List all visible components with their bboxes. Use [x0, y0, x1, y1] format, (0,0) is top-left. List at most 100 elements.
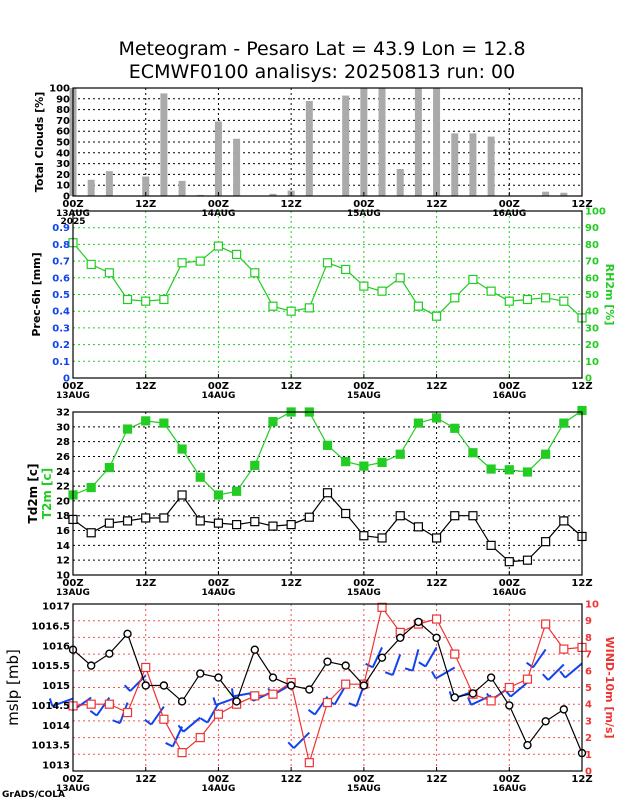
prec-y-label: Prec-6h [mm]	[30, 252, 43, 336]
rh-point-17	[377, 286, 387, 296]
mslp-x-date-label-0: 13AUG	[56, 784, 90, 794]
clouds-yleft-tick-4: 40	[56, 148, 70, 159]
t2m-point-26	[541, 449, 551, 459]
clouds-bar-5	[160, 93, 168, 196]
td2m-point-12	[286, 520, 296, 530]
mslp-point-8	[214, 673, 223, 682]
wind-barb-staff-25	[509, 681, 529, 698]
wind-barb-staff-7	[182, 716, 201, 733]
td2m-point-10	[250, 517, 260, 527]
wind-yright-tick-7: 7	[585, 650, 592, 661]
td2m-point-23	[486, 540, 496, 550]
mslp-y-label: mslp [mb]	[4, 649, 22, 726]
mslp-point-11	[268, 673, 278, 682]
panel-temperature: 10 12 14 16 18 20 22 24 26 28 30 32 Td2m [c] T2m [c] 0…	[26, 405, 593, 598]
rh-point-11	[268, 301, 278, 311]
mslp-x-tick-label-2: 00Z	[208, 774, 229, 785]
mslp-point-5	[159, 681, 169, 690]
t2m-point-27	[559, 418, 569, 428]
clouds-yleft-tick-6: 60	[56, 127, 70, 138]
mslp-point-24	[505, 701, 514, 710]
clouds-bar-17	[378, 88, 386, 196]
prec-yleft-tick-5: 0.5	[52, 290, 70, 301]
rh-point-19	[413, 301, 423, 311]
clouds-bar-16	[360, 88, 368, 196]
wind-barb-flag-7	[177, 724, 185, 733]
wind-point-14	[322, 697, 333, 708]
temp-x-tick-label-1: 12Z	[135, 578, 156, 589]
td2m-point-5	[159, 513, 169, 523]
td2m-point-21	[450, 511, 460, 521]
td2m-y-label: Td2m [c]	[26, 464, 40, 524]
mslp-yleft-tick-4: 1015	[42, 681, 70, 692]
td2m-point-27	[559, 516, 569, 526]
wind-barb-flag-17	[365, 662, 374, 669]
mslp-x-date-label-2: 14AUG	[201, 784, 235, 794]
t2m-point-18	[395, 449, 405, 459]
chart-title-line1: Meteogram - Pesaro Lat = 43.9 Lon = 12.8	[118, 38, 525, 60]
prec-yleft-tick-4: 0.4	[52, 307, 70, 318]
clouds-bar-8	[214, 121, 222, 196]
wind-point-27	[559, 644, 569, 654]
rh-x-tick-label-2: 00Z	[208, 381, 229, 392]
t2m-point-6	[177, 444, 187, 454]
clouds-x-tick-label-1: 12Z	[135, 199, 156, 210]
rh-yright-tick-7: 70	[585, 257, 599, 268]
temp-x-date-label-2: 14AUG	[201, 588, 235, 598]
rh-point-18	[395, 273, 405, 283]
prec-yleft-tick-7: 0.7	[52, 257, 70, 268]
prec-yleft-tick-1: 0.1	[52, 357, 70, 368]
temp-x-tick-label-3: 12Z	[281, 578, 302, 589]
rh-point-14	[322, 258, 333, 268]
mslp-point-3	[123, 629, 132, 639]
wind-point-13	[304, 758, 314, 768]
td2m-point-8	[213, 518, 224, 528]
rh-x-tick-label-0: 00Z	[62, 381, 83, 392]
mslp-yleft-tick-6: 1016	[42, 641, 70, 652]
mslp-x-tick-label-5: 12Z	[426, 774, 447, 785]
temp-x-tick-label-7: 12Z	[571, 578, 592, 589]
wind-barb-staff-8	[206, 703, 220, 724]
t2m-point-8	[213, 490, 224, 500]
rh-series-line	[72, 242, 583, 319]
clouds-bar-20	[433, 88, 441, 196]
mslp-x-tick-label-3: 12Z	[281, 774, 302, 785]
clouds-x-date-label-4: 15AUG	[347, 209, 381, 219]
clouds-bar-18	[396, 169, 404, 196]
chart-title-line2: ECMWF0100 analisys: 20250813 run: 00	[129, 61, 515, 83]
mslp-point-27	[559, 705, 569, 714]
wind-point-20	[431, 614, 442, 624]
wind-point-25	[522, 674, 533, 684]
t2m-point-3	[122, 424, 133, 434]
rh-point-12	[286, 306, 296, 316]
t2m-point-10	[250, 460, 260, 470]
mslp-point-13	[305, 685, 314, 694]
mslp-point-17	[377, 653, 387, 662]
t2m-point-19	[413, 418, 423, 428]
rh-x-date-label-2: 14AUG	[201, 391, 235, 401]
clouds-yleft-tick-3: 30	[56, 159, 70, 170]
t2m-point-22	[468, 448, 478, 458]
wind-point-17	[377, 602, 387, 612]
clouds-x-tick-label-5: 12Z	[426, 199, 447, 210]
temp-yleft-tick-9: 28	[56, 437, 70, 448]
clouds-bar-26	[542, 191, 550, 196]
mslp-point-10	[250, 645, 259, 654]
td2m-point-14	[322, 488, 333, 498]
t2m-point-2	[104, 462, 114, 473]
t2m-point-7	[195, 472, 205, 482]
rh-yright-tick-2: 20	[585, 340, 599, 351]
rh-point-13	[304, 303, 314, 313]
clouds-yleft-tick-2: 20	[56, 170, 70, 181]
wind-barb-flag-5	[144, 718, 152, 726]
temp-yleft-tick-11: 32	[56, 408, 70, 419]
td2m-point-24	[504, 557, 514, 567]
clouds-bar-6	[178, 180, 186, 196]
temp-yleft-tick-10: 30	[56, 422, 70, 433]
mslp-point-19	[414, 617, 423, 627]
td2m-point-3	[122, 516, 133, 526]
clouds-yleft-tick-10: 100	[49, 84, 70, 95]
td2m-point-4	[141, 513, 151, 523]
temp-yleft-tick-6: 22	[56, 482, 70, 493]
